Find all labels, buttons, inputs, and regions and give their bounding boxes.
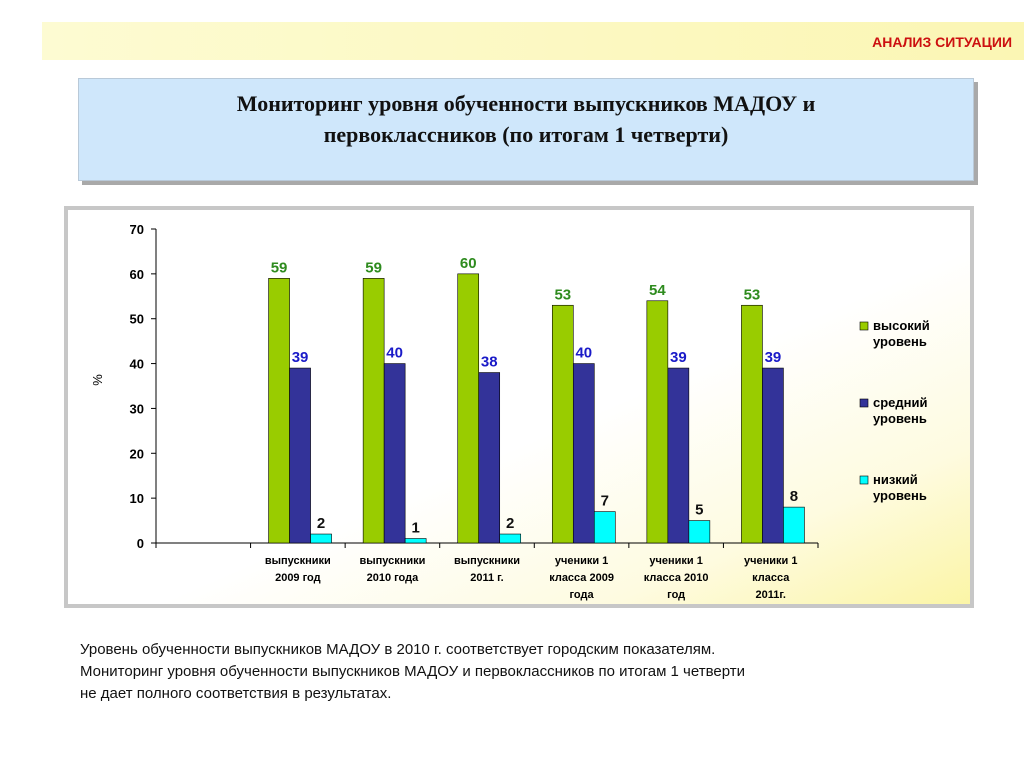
bar	[572, 363, 595, 544]
data-label: 39	[765, 349, 782, 366]
y-tick-label: 40	[130, 357, 144, 372]
data-label: 40	[575, 345, 592, 362]
data-label: 39	[670, 349, 687, 366]
y-tick-label: 20	[130, 446, 144, 461]
bar-chart: 0 10 20 30 40 50 60 70% выпускники 2009 год выпуск…	[90, 222, 930, 601]
bar	[667, 367, 690, 544]
data-label: 2	[506, 515, 514, 532]
y-tick-label: 0	[137, 536, 144, 551]
title-box: Мониторинг уровня обученности выпускнико…	[78, 78, 974, 181]
footnote: Уровень обученности выпускников МАДОУ в …	[80, 639, 960, 705]
chart-frame: 0 10 20 30 40 50 60 70% выпускники 2009 год выпуск…	[64, 206, 974, 608]
header-band: АНАЛИЗ СИТУАЦИИ	[42, 22, 1024, 60]
data-label: 38	[481, 354, 498, 371]
y-tick-label: 70	[130, 222, 144, 237]
data-label: 60	[460, 255, 477, 272]
bar	[289, 367, 311, 544]
x-tick-label: ученики 1 класса 2010 год	[644, 555, 709, 601]
bar	[741, 304, 763, 544]
data-label: 59	[271, 259, 288, 276]
data-label: 54	[649, 282, 666, 299]
legend-label: средний уровень	[873, 395, 928, 426]
data-label: 39	[292, 349, 309, 366]
y-tick-label: 50	[130, 312, 144, 327]
data-label: 40	[386, 345, 403, 362]
bar	[404, 538, 427, 544]
x-tick-label: ученики 1 класса 2011г.	[744, 555, 797, 601]
bar	[310, 533, 332, 544]
data-label: 5	[695, 502, 703, 519]
bar	[783, 506, 805, 544]
bar	[268, 278, 290, 544]
bar	[499, 533, 522, 544]
x-tick-label: выпускники 2009 год	[265, 555, 331, 584]
section-label: АНАЛИЗ СИТУАЦИИ	[872, 34, 1012, 50]
footnote-line-2: Мониторинг уровня обученности выпускнико…	[80, 663, 745, 680]
page-title: Мониторинг уровня обученности выпускнико…	[236, 91, 816, 147]
data-label: 53	[554, 286, 571, 303]
bar	[688, 520, 711, 544]
bar	[551, 304, 574, 544]
bar	[593, 511, 616, 544]
x-tick-label: выпускники 2010 года	[359, 555, 425, 584]
x-tick-label: ученики 1 класса 2009 года	[549, 555, 614, 601]
data-label: 53	[744, 286, 761, 303]
x-tick-label: выпускники 2011 г.	[454, 555, 520, 584]
bar	[646, 300, 669, 544]
footnote-line-3: не дает полного соответствия в результат…	[80, 685, 392, 702]
data-label: 59	[365, 259, 382, 276]
legend-label: высокий уровень	[873, 318, 930, 349]
bar	[383, 363, 406, 544]
data-label: 8	[790, 488, 798, 505]
y-axis-title: %	[90, 374, 105, 386]
y-tick-label: 30	[130, 401, 144, 416]
bar	[478, 372, 501, 544]
legend-swatch	[859, 475, 869, 485]
legend-swatch	[859, 398, 869, 408]
data-label: 7	[601, 493, 609, 510]
footnote-line-1: Уровень обученности выпускников МАДОУ в …	[80, 641, 716, 658]
bar	[362, 278, 385, 544]
y-tick-label: 60	[130, 267, 144, 282]
bar	[762, 367, 784, 544]
bar	[457, 273, 480, 544]
legend-label: низкий уровень	[873, 472, 927, 503]
data-label: 1	[411, 520, 419, 537]
legend-swatch	[859, 321, 869, 331]
y-tick-label: 10	[130, 491, 144, 506]
data-label: 2	[317, 515, 325, 532]
